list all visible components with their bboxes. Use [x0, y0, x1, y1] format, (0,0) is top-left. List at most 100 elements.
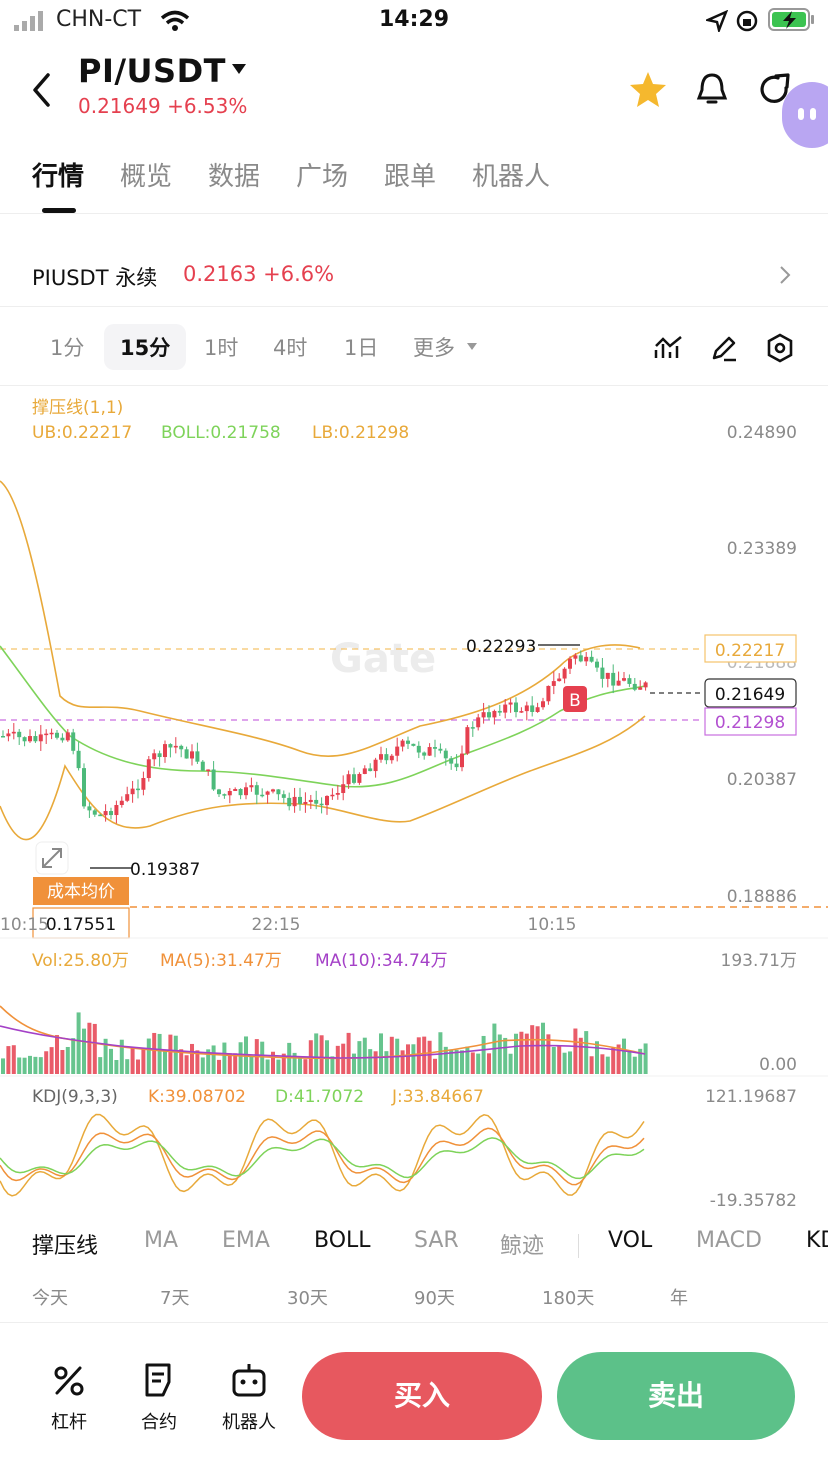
settings-hexagon-icon[interactable]: [766, 333, 794, 363]
ind-tab-whale[interactable]: 鲸迹: [500, 1234, 545, 1259]
floating-assistant-button[interactable]: [782, 82, 828, 148]
leverage-icon[interactable]: [52, 1364, 86, 1398]
timeframe-more[interactable]: 更多: [413, 336, 455, 360]
draw-pencil-icon[interactable]: [710, 334, 738, 362]
current-price-tag-box: [704, 678, 797, 708]
ind-tab-boll[interactable]: BOLL: [314, 1228, 371, 1253]
volume-bar: [524, 1033, 529, 1074]
vol-max: 193.71万: [721, 951, 797, 971]
candle-body: [454, 763, 459, 768]
range-30d[interactable]: 30天: [287, 1288, 328, 1309]
candle-body: [98, 814, 103, 817]
volume-bar: [568, 1051, 572, 1074]
bot-label[interactable]: 机器人: [222, 1412, 276, 1433]
share-icon[interactable]: [758, 72, 794, 108]
candle-body: [627, 678, 632, 684]
candle-body: [578, 655, 583, 662]
ind-tab-vol[interactable]: VOL: [608, 1228, 653, 1253]
volume-bar: [136, 1059, 140, 1074]
candle-body: [524, 705, 529, 712]
timeframe-bar: 1分 15分 1时 4时 1日 更多: [0, 322, 828, 374]
timeframe-15m[interactable]: 15分: [120, 336, 171, 360]
kdj-j-line: [0, 1113, 645, 1197]
candle-body: [519, 711, 524, 713]
candle-body: [335, 793, 340, 795]
pair-title[interactable]: PI/USDT: [78, 52, 226, 90]
candle-body: [173, 745, 178, 748]
sell-button[interactable]: 卖出: [557, 1352, 795, 1440]
contract-icon[interactable]: [143, 1362, 177, 1398]
orientation-lock-icon: [736, 10, 758, 32]
kdj-min: -19.35782: [710, 1191, 797, 1211]
volume-bar: [638, 1048, 643, 1074]
buy-button[interactable]: 买入: [302, 1352, 542, 1440]
tab-copy-trade[interactable]: 跟单: [384, 162, 437, 192]
candle-body: [222, 794, 227, 796]
indicator-tabs: 撑压线 MA EMA BOLL SAR 鲸迹 VOL MACD KD: [0, 1222, 828, 1266]
volume-bar: [411, 1044, 416, 1074]
volume-bar: [335, 1045, 340, 1074]
volume-bar: [114, 1059, 119, 1074]
vol-min: 0.00: [759, 1055, 797, 1075]
contract-label[interactable]: 合约: [141, 1412, 177, 1433]
candle-body: [600, 667, 605, 679]
ind-tab-kdj[interactable]: KD: [806, 1228, 828, 1253]
volume-bar: [222, 1042, 227, 1074]
volume-bar: [276, 1059, 281, 1074]
volume-bar: [233, 1053, 238, 1074]
volume-bar: [627, 1051, 632, 1074]
ind-tab-ema[interactable]: EMA: [222, 1228, 270, 1253]
tab-overview[interactable]: 概览: [120, 162, 173, 192]
timeframe-1d[interactable]: 1日: [344, 336, 379, 360]
pair-dropdown-icon[interactable]: [230, 62, 248, 76]
candle-body: [168, 744, 173, 748]
candle-body: [200, 761, 205, 771]
bell-icon[interactable]: [694, 70, 730, 108]
tab-bot[interactable]: 机器人: [472, 162, 551, 192]
volume-bar: [200, 1057, 205, 1074]
candle-body: [476, 717, 481, 728]
signal-icon: [14, 11, 43, 31]
x-tick: 22:15: [252, 915, 301, 935]
ind-tab-ma[interactable]: MA: [144, 1228, 179, 1253]
volume-bar: [551, 1047, 556, 1074]
timeframe-4h[interactable]: 4时: [273, 336, 308, 360]
candle-body: [379, 754, 383, 760]
ind-tab-support-resistance[interactable]: 撑压线: [32, 1234, 99, 1259]
buy-marker[interactable]: [563, 686, 587, 712]
volume-bar: [33, 1056, 38, 1074]
leverage-label[interactable]: 杠杆: [51, 1412, 87, 1433]
cost-value: 0.17551: [46, 915, 116, 935]
volume-bar: [260, 1041, 265, 1074]
volume-bar: [476, 1053, 481, 1074]
tab-square[interactable]: 广场: [296, 162, 349, 192]
range-row: 今天 7天 30天 90天 180天 年: [0, 1280, 828, 1316]
range-year[interactable]: 年: [670, 1288, 688, 1309]
candle-body: [400, 740, 405, 747]
range-180d[interactable]: 180天: [542, 1288, 595, 1309]
volume-bar: [184, 1055, 189, 1074]
favorite-star-icon[interactable]: [628, 70, 668, 108]
volume-bar: [44, 1051, 49, 1074]
candle-body: [303, 801, 308, 804]
back-arrow-icon[interactable]: [30, 72, 54, 108]
range-today[interactable]: 今天: [32, 1288, 68, 1309]
candle-body: [1, 736, 5, 738]
volume-bar: [373, 1051, 378, 1074]
ind-tab-macd[interactable]: MACD: [696, 1228, 762, 1253]
timeframe-1m[interactable]: 1分: [50, 336, 85, 360]
ind-tab-sar[interactable]: SAR: [414, 1228, 459, 1253]
divider: [0, 385, 828, 386]
volume-bar: [611, 1047, 616, 1074]
tab-data[interactable]: 数据: [208, 162, 261, 192]
bot-icon[interactable]: [230, 1362, 268, 1398]
perpetual-row[interactable]: PIUSDT 永续 0.2163 +6.6%: [0, 244, 828, 306]
volume-bar: [530, 1025, 535, 1074]
tab-market[interactable]: 行情: [32, 162, 85, 192]
range-7d[interactable]: 7天: [160, 1288, 190, 1309]
candle-body: [249, 785, 254, 788]
range-90d[interactable]: 90天: [414, 1288, 455, 1309]
timeframe-1h[interactable]: 1时: [204, 336, 239, 360]
kline-chart[interactable]: Gate 撑压线(1,1) UB:0.22217 BOLL:0.21758 LB…: [0, 386, 828, 1212]
indicator-icon[interactable]: [654, 334, 684, 362]
